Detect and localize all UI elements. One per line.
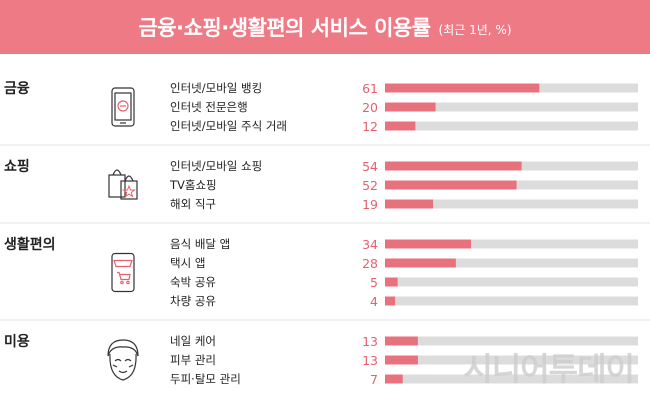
bar-track: [385, 199, 638, 209]
bar-track: [385, 277, 638, 287]
bar: [385, 161, 522, 171]
item-label: 피부 관리: [170, 353, 216, 367]
item-label: 음식 배달 앱: [170, 237, 230, 251]
chart-header: 금융·쇼핑·생활편의 서비스 이용률 (최근 1년, %): [0, 0, 650, 54]
category-label-2: 생활편의: [4, 236, 56, 253]
mask-line: [128, 364, 134, 368]
bar: [385, 102, 436, 112]
chart-subtitle: (최근 1년, %): [438, 23, 512, 37]
chart-title: 금융·쇼핑·생활편의 서비스 이용률: [138, 16, 431, 40]
bar: [385, 355, 418, 365]
bar: [385, 121, 416, 131]
item-label: 차량 공유: [170, 294, 216, 308]
value-label: 20: [362, 100, 378, 115]
bar-track: [385, 258, 638, 268]
bar-track: [385, 374, 638, 384]
face-mask-icon: [107, 339, 139, 381]
item-label: 택시 앱: [170, 256, 205, 270]
bar: [385, 296, 396, 306]
category-label-0: 금융: [4, 81, 30, 97]
cart-wheel: [126, 280, 130, 285]
value-label: 12: [362, 119, 378, 134]
mouth-shape: [118, 370, 128, 374]
bar: [385, 239, 472, 249]
mobile-banking-icon: [111, 87, 135, 127]
value-label: 34: [362, 237, 378, 252]
awning-shape: [113, 259, 133, 268]
item-label: 네일 케어: [170, 334, 216, 348]
eye-left: [114, 358, 122, 362]
bar: [385, 258, 456, 268]
bar: [385, 180, 517, 190]
bar-track: [385, 121, 638, 131]
phone-body: [111, 252, 135, 293]
bar: [385, 199, 434, 209]
value-label: 28: [362, 256, 378, 271]
item-label: 해외 직구: [170, 197, 216, 211]
value-label: 5: [370, 275, 378, 290]
item-label: 인터넷/모바일 뱅킹: [170, 81, 262, 95]
coin-shape: [117, 100, 129, 112]
eye-right: [124, 358, 132, 362]
bar: [385, 83, 540, 93]
face-outline: [109, 353, 137, 381]
value-label: 13: [362, 334, 378, 349]
bar-track: [385, 296, 638, 306]
value-label: 13: [362, 353, 378, 368]
bar-track: [385, 102, 638, 112]
value-label: 52: [362, 178, 378, 193]
bag-back-handle: [112, 169, 122, 176]
item-label: 인터넷/모바일 주식 거래: [170, 119, 287, 133]
bar-track: [385, 239, 638, 249]
category-label-3: 미용: [4, 334, 30, 350]
watermark-logo: 시니어투데이: [463, 350, 635, 388]
bar: [385, 277, 398, 287]
item-label: 숙박 공유: [170, 275, 216, 289]
item-label: TV홈쇼핑: [169, 178, 217, 192]
bar: [385, 374, 403, 384]
item-label: 두피·탈모 관리: [170, 372, 241, 386]
mask-line: [112, 364, 118, 368]
shopping-bag-icon: [108, 169, 138, 200]
value-label: 19: [362, 197, 378, 212]
mobile-cart-icon: [111, 252, 135, 293]
cart-shape: [117, 271, 131, 281]
bag-back: [108, 174, 126, 198]
bar-track: [385, 336, 638, 346]
bar-track: [385, 355, 638, 365]
phone-body: [111, 87, 135, 127]
value-label: 61: [362, 81, 378, 96]
item-label: 인터넷/모바일 쇼핑: [170, 159, 262, 173]
bag-front: [120, 180, 138, 200]
value-label: 4: [370, 294, 378, 309]
item-label: 인터넷 전문은행: [170, 100, 248, 114]
value-label: 54: [362, 159, 378, 174]
category-label-1: 쇼핑: [4, 158, 30, 175]
star-shape: [122, 184, 136, 198]
phone-screen: [114, 92, 132, 121]
bag-front-handle: [124, 175, 134, 182]
towel-shape: [107, 339, 139, 357]
value-label: 7: [370, 372, 378, 387]
bar: [385, 336, 418, 346]
cart-wheel: [120, 280, 124, 285]
